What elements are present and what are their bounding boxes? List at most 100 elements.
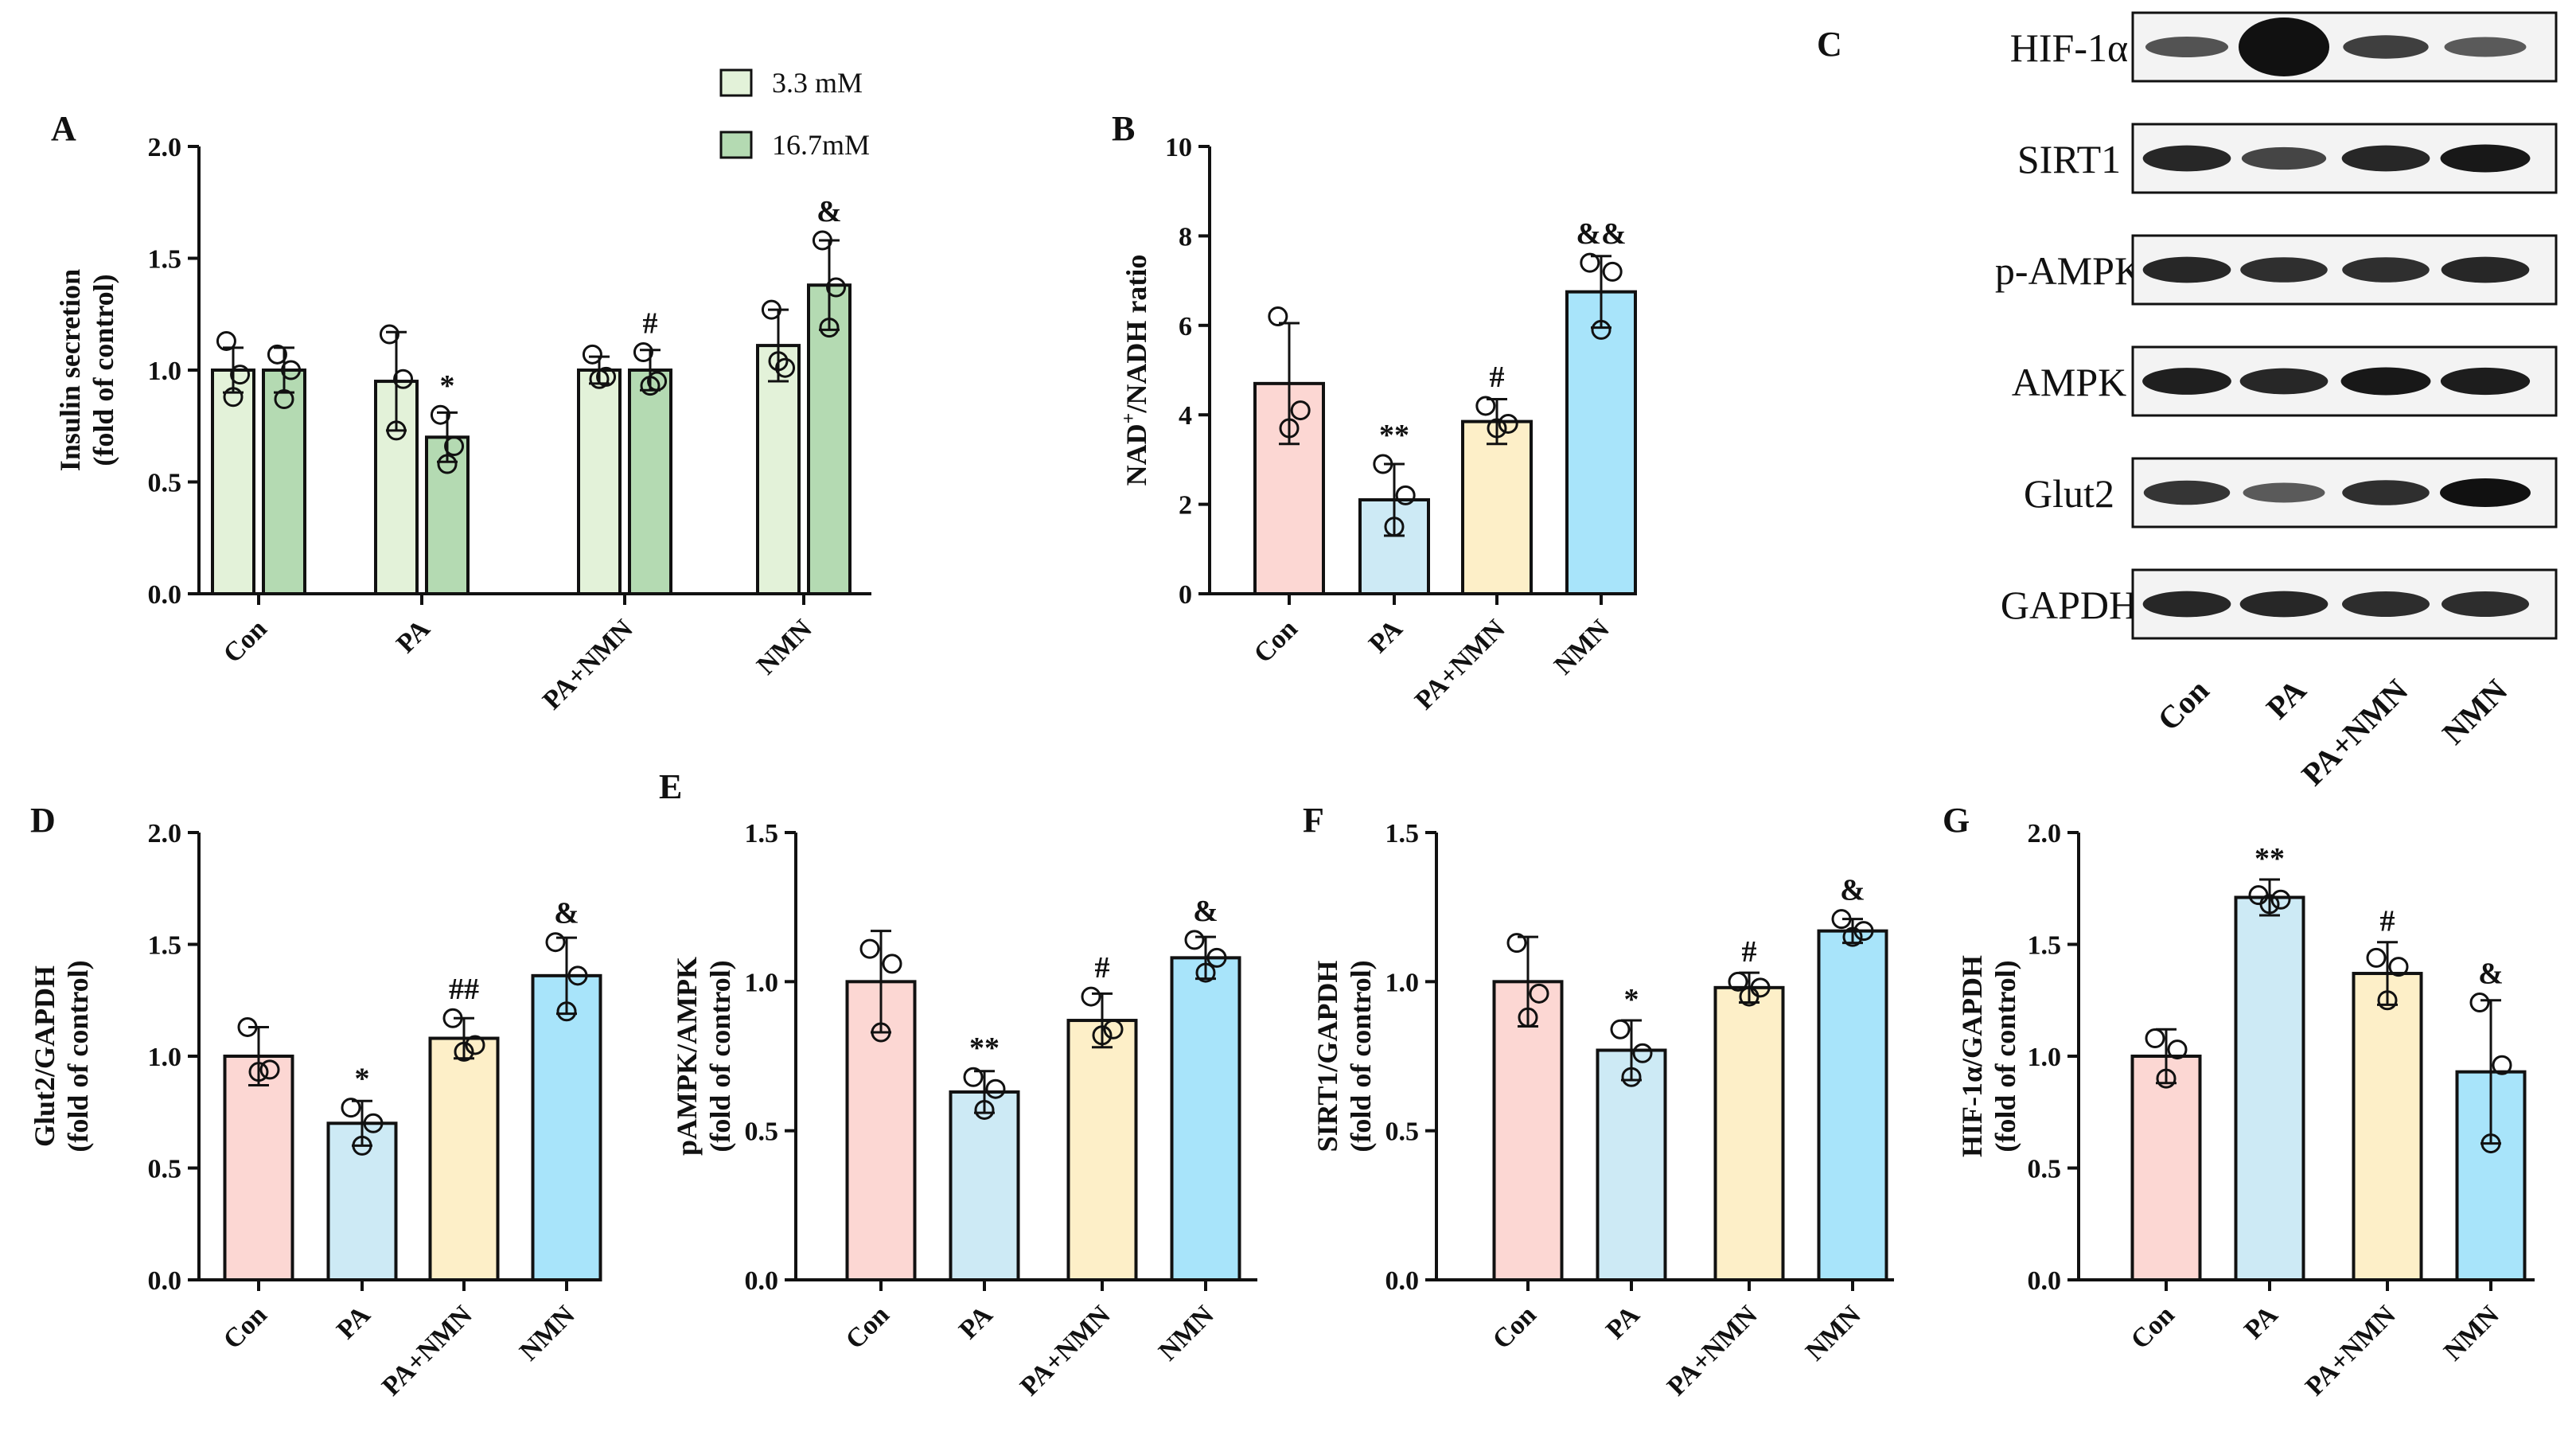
data-point	[1506, 933, 1527, 954]
significance-label: &	[1840, 874, 1865, 907]
data-point	[985, 1078, 1006, 1099]
bar	[1492, 980, 1564, 1282]
bar	[628, 369, 672, 595]
x-tick-label: PA	[953, 1300, 999, 1345]
bar	[2130, 1055, 2202, 1281]
y-tick-label: 2.0	[148, 819, 182, 848]
x-tick-label: PA+NMN	[1015, 1300, 1117, 1402]
blot-band	[2142, 256, 2231, 283]
bar	[326, 1121, 398, 1282]
panel-letter: A	[51, 109, 76, 148]
data-point	[1602, 261, 1623, 282]
bar	[223, 1055, 294, 1281]
data-point	[871, 1022, 891, 1043]
y-tick-label: 0	[1179, 580, 1192, 610]
blot-band	[2440, 367, 2531, 396]
data-point	[267, 344, 287, 365]
significance-label: *	[355, 1063, 370, 1096]
blot-band	[2143, 480, 2231, 505]
data-point	[259, 1059, 280, 1080]
y-tick-label: 2.0	[2028, 819, 2062, 848]
y-axis-label: HIF-1α/GAPDH	[1956, 955, 1988, 1157]
data-point	[1621, 1067, 1642, 1087]
data-point	[379, 324, 399, 345]
x-tick-label: NMN	[751, 614, 818, 681]
bar	[428, 1036, 500, 1282]
y-tick-label: 1.0	[2028, 1043, 2062, 1072]
y-axis-label-part: NAD	[1120, 423, 1152, 486]
bar	[807, 283, 852, 595]
x-tick-label: NMN	[1153, 1300, 1220, 1367]
data-point	[1728, 971, 1748, 992]
y-tick-label: 1.0	[745, 968, 779, 997]
x-tick-label: NMN	[1549, 614, 1615, 681]
data-point	[2492, 1055, 2512, 1075]
data-point	[281, 360, 302, 380]
x-tick-label: PA+NMN	[537, 614, 639, 716]
data-point	[2270, 889, 2291, 910]
panel-c-western-blot: C HIF-1α SIRT1 p-AMPK AMPK Glut2 GAPDH Con PAPA+…	[1817, 11, 2558, 793]
y-tick-label: 0.0	[1385, 1266, 1420, 1296]
data-point	[974, 1099, 995, 1120]
data-point	[442, 1008, 463, 1028]
significance-label: &	[2478, 958, 2504, 991]
bar	[1066, 1019, 1138, 1282]
data-point	[1610, 1019, 1631, 1039]
y-tick-label: 4	[1179, 401, 1192, 431]
data-point	[1279, 418, 1300, 439]
bar	[1170, 956, 1241, 1281]
y-axis-label: (fold of control)	[62, 960, 94, 1152]
y-tick-label: 1.5	[148, 931, 182, 961]
y-tick-label: 10	[1165, 133, 1192, 162]
legend-label: 3.3 mM	[772, 67, 863, 99]
blot-band	[2440, 144, 2531, 173]
panel-d: D 0.0 0.5 1.0 1.5 2.0 Glut2/GAPDH (fold of cont…	[29, 801, 602, 1402]
bar	[1817, 929, 1888, 1281]
data-point	[963, 1067, 984, 1087]
data-point	[454, 1041, 474, 1062]
bar	[2234, 895, 2305, 1281]
legend-label: 16.7mM	[772, 129, 870, 161]
blot-band	[2142, 591, 2231, 618]
data-point	[444, 436, 465, 457]
blot-lane-label: Con	[2150, 673, 2216, 738]
significance-label: **	[2254, 842, 2285, 876]
bar	[425, 435, 470, 595]
panel-letter: G	[1943, 801, 1970, 840]
y-tick-label: 1.0	[148, 1043, 182, 1072]
data-point	[437, 454, 458, 474]
data-point	[1591, 319, 1611, 340]
y-tick-label: 0.0	[2028, 1266, 2062, 1296]
bar	[2352, 972, 2423, 1282]
data-point	[2377, 990, 2398, 1011]
data-point	[1184, 930, 1205, 950]
y-axis-label: (fold of control)	[1989, 960, 2021, 1152]
significance-label: **	[1379, 419, 1409, 452]
bar	[949, 1090, 1020, 1281]
bar	[756, 344, 801, 595]
y-axis-label: Insulin secretion	[54, 269, 86, 471]
data-point	[633, 342, 653, 363]
data-point	[826, 277, 847, 298]
data-point	[1268, 306, 1288, 327]
data-point	[1487, 418, 1507, 439]
panel-letter: B	[1112, 109, 1135, 148]
y-axis-label: Glut2/GAPDH	[29, 965, 60, 1147]
blot-band	[2343, 35, 2429, 59]
data-point	[1373, 454, 1393, 474]
significance-label: &	[1193, 895, 1218, 928]
x-tick-label: PA+NMN	[1409, 614, 1511, 716]
blot-band	[2342, 480, 2430, 505]
x-tick-label: PA	[331, 1300, 376, 1345]
data-point	[216, 330, 236, 351]
x-tick-label: PA+NMN	[2300, 1300, 2402, 1402]
panel-letter: D	[30, 801, 56, 840]
blot-band	[2241, 146, 2327, 170]
x-tick-label: PA	[1600, 1300, 1646, 1345]
y-axis-label: (fold of control)	[1345, 960, 1377, 1152]
x-tick-label: NMN	[514, 1300, 581, 1367]
y-tick-label: 0.0	[148, 580, 182, 610]
y-axis-label-sup: +	[1119, 413, 1140, 424]
bar	[211, 369, 255, 595]
